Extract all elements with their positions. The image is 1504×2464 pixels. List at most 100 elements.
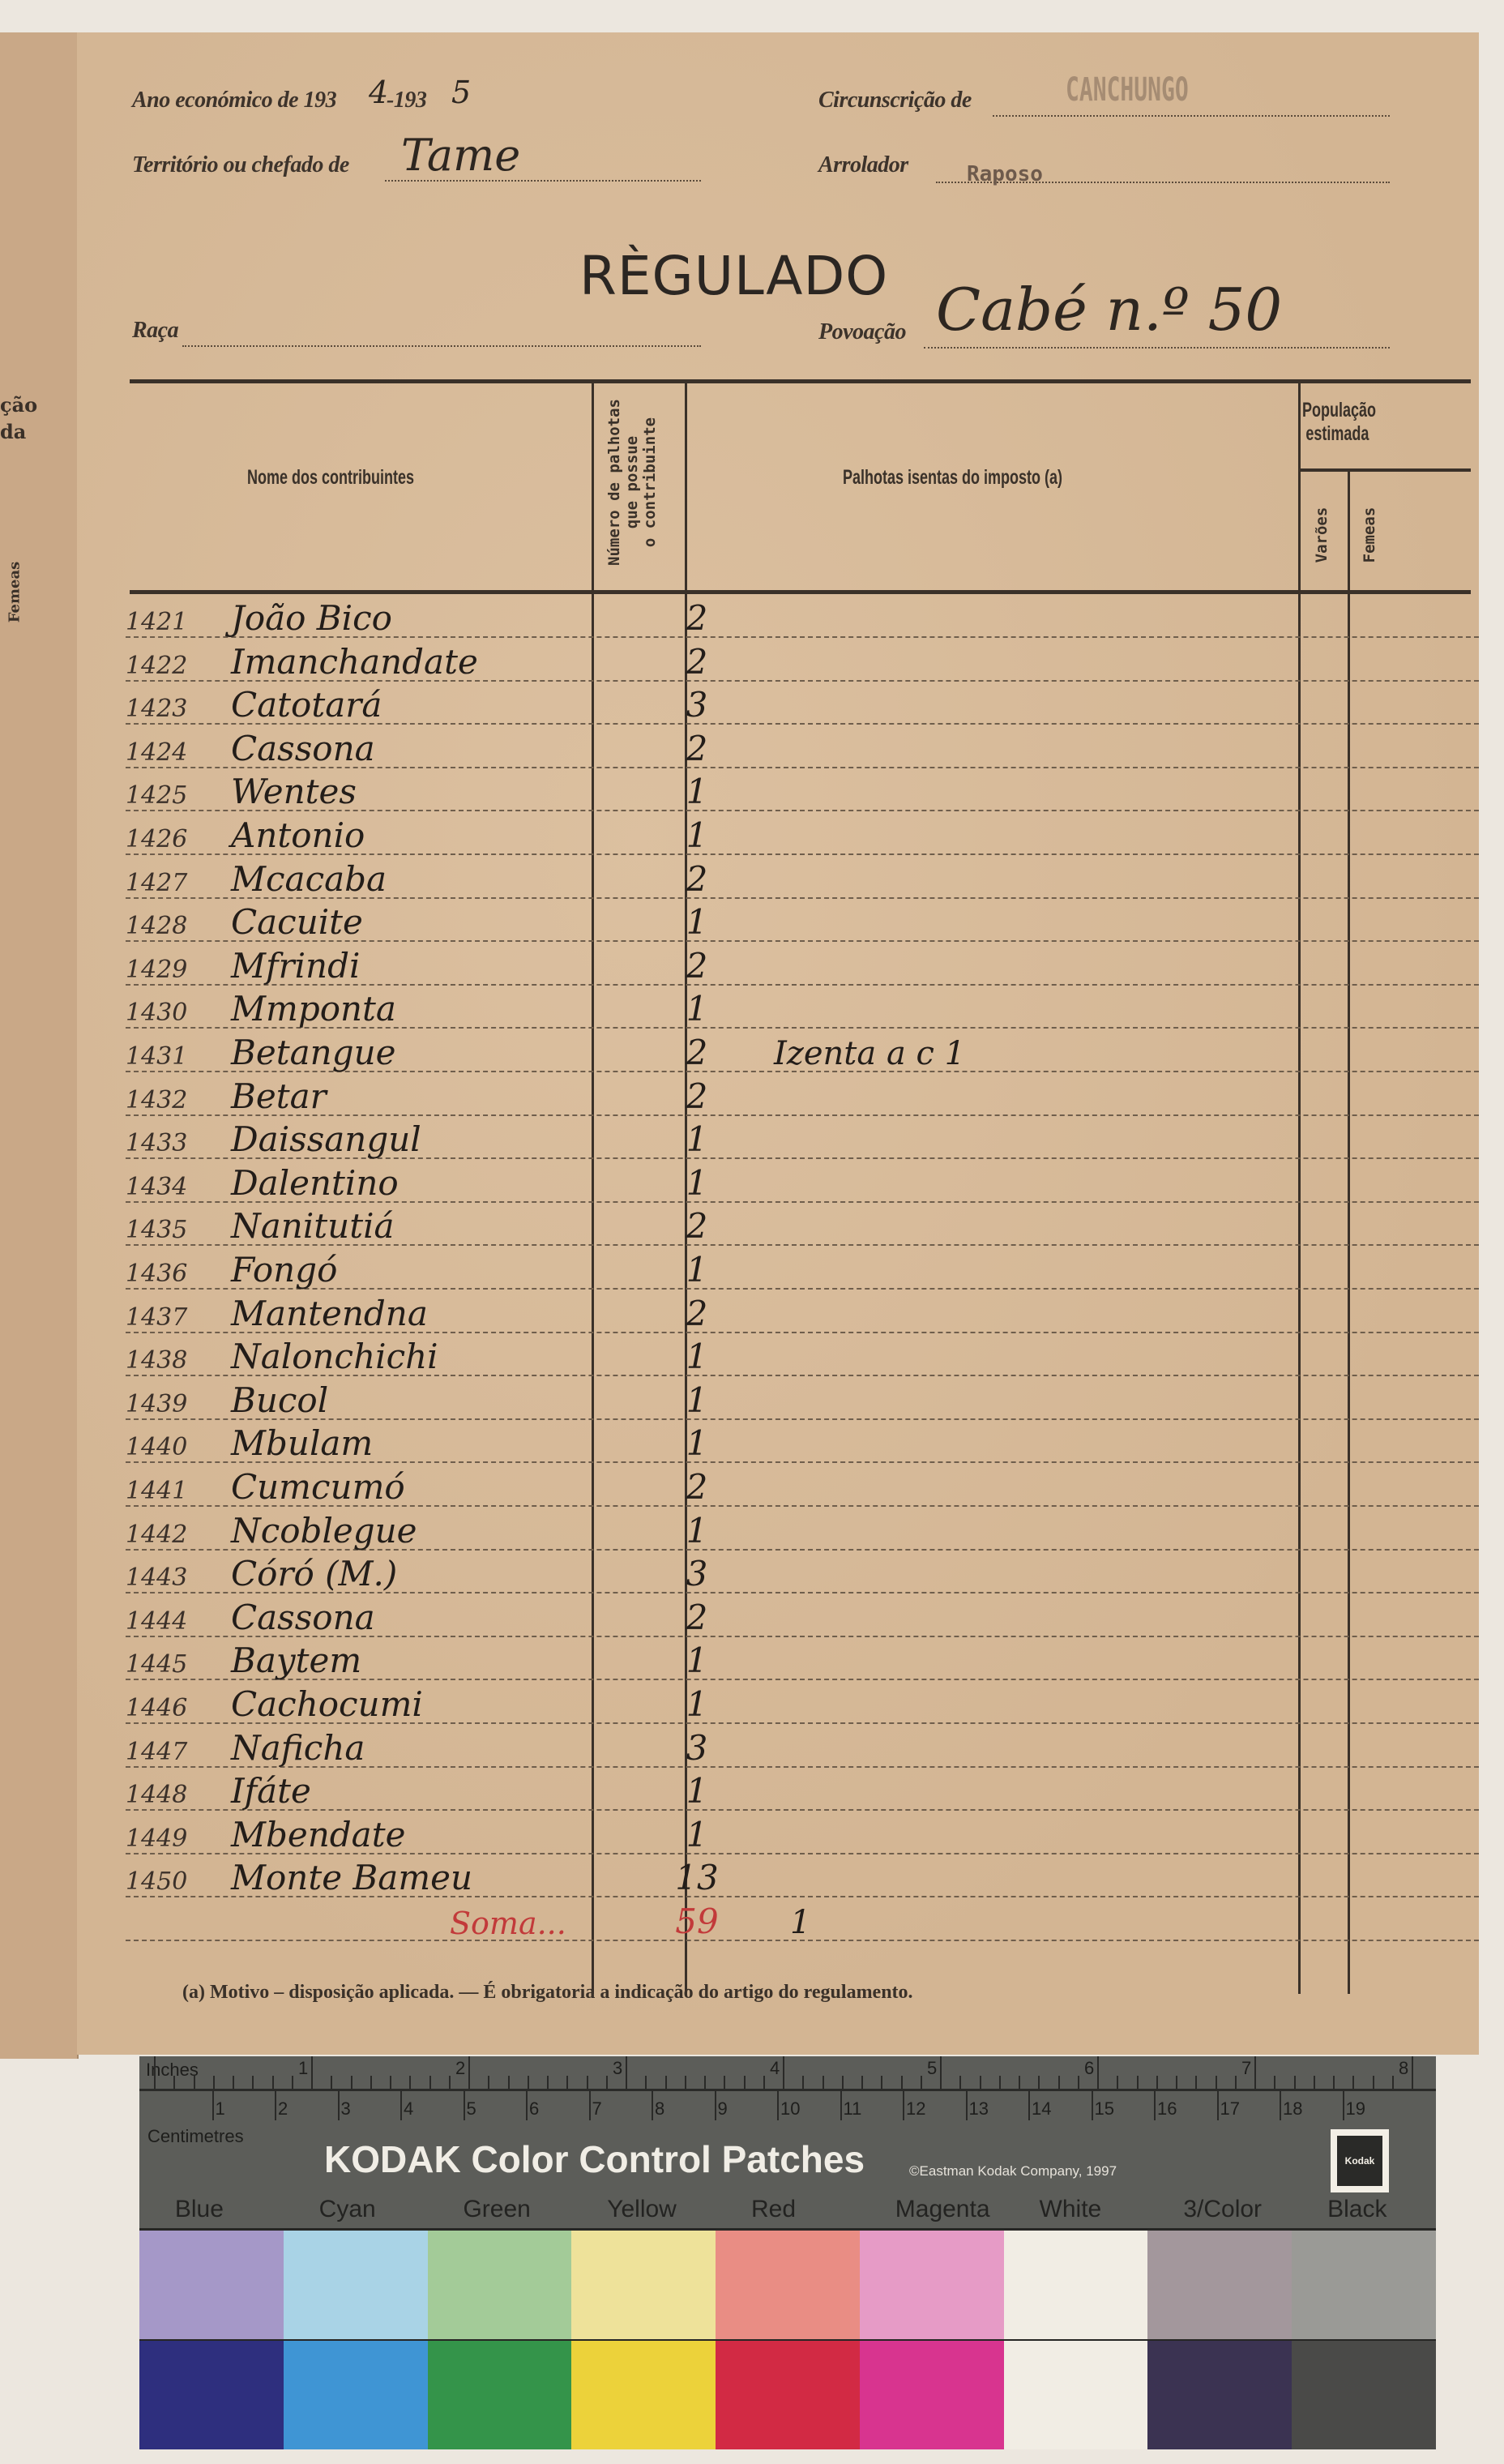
contributor-name: Mantendna [231, 1293, 428, 1333]
ruler-tick [1136, 2076, 1139, 2089]
cm-mark: 2 [278, 2098, 288, 2119]
ruler-tick [743, 2076, 746, 2089]
patch-dark [716, 2339, 861, 2449]
cm-tick [777, 2091, 779, 2120]
ruler-tick [664, 2076, 667, 2089]
ruler-tick [331, 2076, 333, 2089]
row-rule [126, 1635, 1479, 1637]
palhotas-count: 3 [686, 1554, 708, 1594]
ruler-tick [448, 2076, 451, 2089]
row-number: 1433 [126, 1129, 188, 1158]
patch-light [571, 2228, 718, 2342]
table-row: 1427 Mcacaba 2 [126, 855, 1479, 899]
palhotas-count: 1 [686, 1162, 708, 1203]
cm-mark: 18 [1283, 2098, 1303, 2119]
table-row: 1433 Daissangul 1 [126, 1115, 1479, 1160]
ruler-tick [861, 2076, 863, 2089]
col-header-count-line: o contribuinte [641, 417, 659, 548]
table-row: 1450 Monte Bameu 13 [126, 1854, 1479, 1898]
palhotas-count: 2 [686, 1206, 708, 1247]
row-number: 1428 [126, 912, 188, 941]
cm-mark: 9 [717, 2098, 728, 2119]
table-row: 1437 Mantendna 2 [126, 1290, 1479, 1333]
contributor-name: Mbulam [231, 1423, 374, 1464]
patch-light [1003, 2228, 1150, 2342]
row-number: 1449 [126, 1824, 188, 1853]
cm-mark: 4 [404, 2098, 414, 2119]
row-number: 1429 [126, 955, 188, 984]
row-number: 1437 [126, 1303, 188, 1332]
cm-mark: 3 [340, 2098, 351, 2119]
row-rule [126, 940, 1479, 943]
table-row: 1430 Mmponta 1 [126, 985, 1479, 1029]
row-rule [126, 1592, 1479, 1594]
ruler-tick [1215, 2076, 1217, 2089]
cm-tick [903, 2091, 904, 2120]
inch-mark: 7 [1241, 2058, 1252, 2078]
palhotas-count: 2 [686, 1597, 708, 1637]
exempt-note: Izenta a c 1 [774, 1035, 966, 1072]
ruler-tick [468, 2056, 470, 2089]
ruler-tick [586, 2076, 588, 2089]
col-header-population-line: População [1302, 399, 1377, 421]
ruler-tick [979, 2076, 981, 2089]
row-rule [126, 1331, 1479, 1333]
row-number: 1448 [126, 1781, 188, 1810]
ruler-tick [154, 2056, 156, 2089]
column-divider [685, 381, 687, 1994]
povoacao-label: Povoação [818, 319, 906, 344]
kodak-logo-text: Kodak [1337, 2136, 1382, 2186]
contributor-name: Cachocumi [231, 1684, 423, 1724]
table-row: 1423 Catotará 3 [126, 681, 1479, 725]
palhotas-count: 1 [686, 989, 708, 1029]
row-rule [126, 723, 1479, 725]
cm-tick [1028, 2091, 1030, 2120]
table-row: 1444 Cassona 2 [126, 1593, 1479, 1637]
inch-mark: 8 [1399, 2058, 1409, 2078]
table-row: 1425 Wentes 1 [126, 768, 1479, 812]
palhotas-count: 3 [686, 1727, 708, 1768]
territorio-value: Tame [401, 130, 521, 181]
register-page: Ano económico de 193 4 -193 5 Território… [77, 32, 1479, 2055]
row-number: 1424 [126, 738, 188, 767]
row-rule [126, 636, 1479, 638]
cm-mark: 5 [466, 2098, 476, 2119]
cm-tick [1154, 2091, 1156, 2120]
row-rule [126, 1809, 1479, 1812]
contributor-name: Antonio [231, 815, 365, 855]
ruler-tick [998, 2076, 1001, 2089]
sum-count: 59 [675, 1901, 719, 1941]
contributor-name: Wentes [231, 772, 357, 812]
palhotas-count: 3 [686, 685, 708, 725]
contributor-name: Mmponta [231, 989, 396, 1029]
patch-label: Yellow [607, 2196, 677, 2222]
inch-mark: 4 [770, 2058, 780, 2078]
cm-tick [652, 2091, 653, 2120]
page-title: RÈGULADO [579, 245, 889, 307]
col-header-males: Varões [1313, 507, 1331, 563]
table-row: 1443 Córó (M.) 3 [126, 1550, 1479, 1594]
ruler-tick [271, 2076, 274, 2089]
ruler-tick [429, 2076, 431, 2089]
row-rule [126, 896, 1479, 899]
arrolador-stamp: Raposo [967, 162, 1043, 186]
ruler-tick [900, 2076, 903, 2089]
cm-tick [588, 2091, 591, 2120]
row-rule [126, 810, 1479, 812]
row-number: 1440 [126, 1433, 188, 1462]
ruler-tick [1097, 2056, 1099, 2089]
row-rule [126, 1418, 1479, 1420]
territorio-dotline [385, 180, 701, 182]
cm-mark: 17 [1220, 2098, 1240, 2119]
raca-label: Raça [132, 318, 179, 343]
cm-tick [212, 2091, 214, 2120]
contributor-name: Monte Bameu [231, 1858, 473, 1898]
table-row: 1422 Imanchandate 2 [126, 638, 1479, 682]
row-number: 1426 [126, 825, 188, 853]
ruler-tick [390, 2076, 391, 2089]
cm-tick [965, 2091, 968, 2120]
row-number: 1443 [126, 1564, 188, 1593]
cm-mark: 10 [780, 2098, 801, 2119]
row-rule [126, 1027, 1479, 1029]
